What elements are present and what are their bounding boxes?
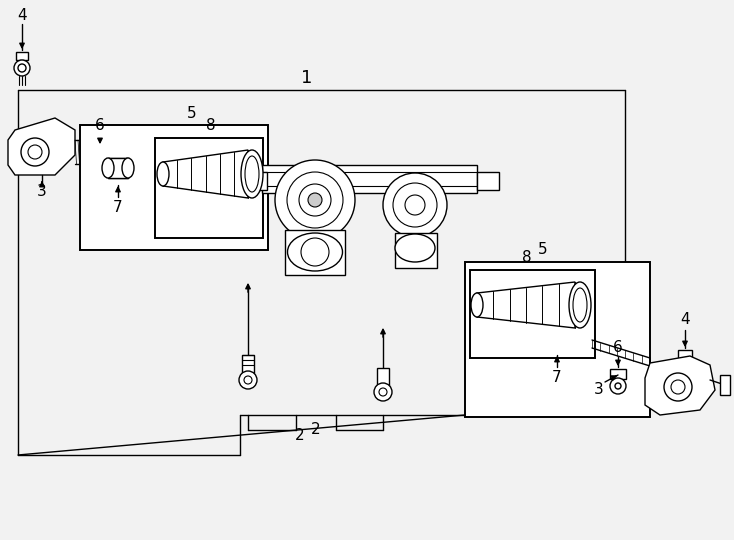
- Circle shape: [671, 380, 685, 394]
- Bar: [16, 52, 28, 60]
- Ellipse shape: [241, 150, 263, 198]
- Ellipse shape: [122, 158, 134, 178]
- Text: 2: 2: [295, 428, 305, 442]
- Circle shape: [244, 376, 252, 384]
- Text: 7: 7: [113, 199, 123, 214]
- Bar: [155, 138, 263, 238]
- Circle shape: [610, 378, 626, 394]
- Ellipse shape: [573, 288, 587, 322]
- Circle shape: [664, 373, 692, 401]
- Circle shape: [299, 184, 331, 216]
- Circle shape: [301, 238, 329, 266]
- Circle shape: [677, 359, 693, 375]
- Text: 4: 4: [680, 313, 690, 327]
- Circle shape: [393, 183, 437, 227]
- Circle shape: [682, 364, 688, 370]
- Text: 5: 5: [538, 242, 548, 258]
- Ellipse shape: [569, 282, 591, 328]
- Bar: [285, 230, 345, 275]
- Text: 3: 3: [594, 382, 604, 397]
- Ellipse shape: [395, 234, 435, 262]
- Polygon shape: [477, 282, 575, 328]
- Bar: [720, 375, 730, 395]
- Circle shape: [379, 388, 387, 396]
- Ellipse shape: [245, 156, 259, 192]
- Circle shape: [239, 371, 257, 389]
- Bar: [477, 172, 499, 190]
- Ellipse shape: [471, 293, 483, 317]
- Bar: [80, 125, 268, 250]
- Ellipse shape: [157, 162, 169, 186]
- Text: 6: 6: [95, 118, 105, 133]
- Ellipse shape: [288, 233, 343, 271]
- Circle shape: [28, 145, 42, 159]
- Circle shape: [97, 161, 103, 167]
- Circle shape: [383, 173, 447, 237]
- Circle shape: [21, 138, 49, 166]
- Polygon shape: [163, 150, 248, 198]
- Bar: [242, 355, 254, 373]
- Text: 6: 6: [613, 340, 623, 354]
- Circle shape: [374, 383, 392, 401]
- Bar: [262, 165, 477, 193]
- Bar: [465, 262, 650, 417]
- Circle shape: [18, 64, 26, 72]
- Bar: [470, 270, 595, 358]
- Bar: [245, 172, 267, 190]
- Bar: [610, 369, 626, 379]
- Circle shape: [92, 156, 108, 172]
- Circle shape: [275, 160, 355, 240]
- Circle shape: [615, 383, 621, 389]
- Circle shape: [405, 195, 425, 215]
- Bar: [395, 233, 437, 268]
- Text: 2: 2: [311, 422, 321, 437]
- Text: 8: 8: [206, 118, 216, 133]
- Bar: [108, 158, 128, 178]
- Text: 3: 3: [37, 185, 47, 199]
- Text: 5: 5: [187, 105, 197, 120]
- Bar: [678, 350, 692, 360]
- Bar: [377, 368, 389, 386]
- Polygon shape: [645, 356, 715, 415]
- Ellipse shape: [102, 158, 114, 178]
- Text: 1: 1: [302, 69, 313, 87]
- Bar: [92, 147, 108, 157]
- Text: 8: 8: [522, 251, 532, 266]
- Circle shape: [308, 193, 322, 207]
- Circle shape: [287, 172, 343, 228]
- Text: 7: 7: [552, 369, 562, 384]
- Polygon shape: [8, 118, 75, 175]
- Circle shape: [14, 60, 30, 76]
- Text: 4: 4: [17, 8, 27, 23]
